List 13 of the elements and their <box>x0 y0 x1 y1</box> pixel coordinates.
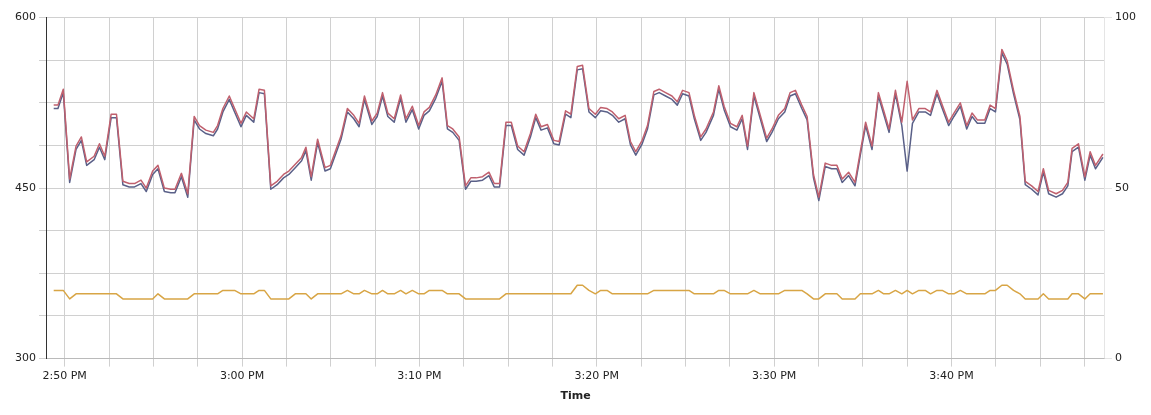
y2-tick-label: 100 <box>1115 10 1136 24</box>
x-tick-label: 3:40 PM <box>929 369 974 383</box>
x-axis-title: Time <box>560 389 591 403</box>
y2-tick-label: 0 <box>1115 351 1122 365</box>
x-tick-label: 3:30 PM <box>751 369 797 383</box>
x-tick-label: 3:00 PM <box>219 369 265 383</box>
y2-tick-label: 50 <box>1115 180 1129 194</box>
x-tick-label: 3:20 PM <box>574 369 619 383</box>
x-tick-label: 3:10 PM <box>397 369 442 383</box>
y-tick-label: 300 <box>15 351 36 365</box>
y-tick-label: 600 <box>15 10 36 24</box>
x-tick-label: 2:50 PM <box>42 369 87 383</box>
y-tick-label: 450 <box>15 180 36 194</box>
